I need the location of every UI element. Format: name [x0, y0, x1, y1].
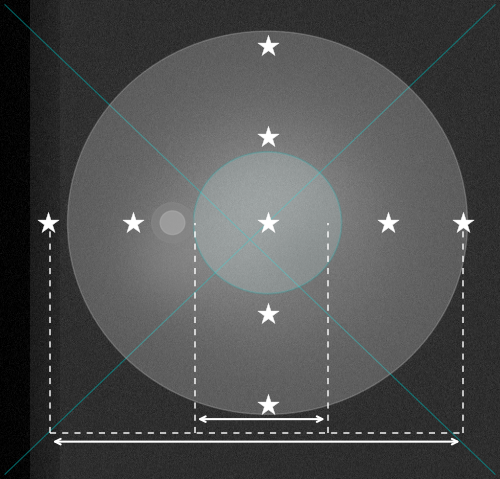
Circle shape — [194, 152, 342, 294]
Circle shape — [152, 203, 194, 243]
Point — [264, 133, 272, 140]
Point — [264, 401, 272, 409]
Point — [458, 219, 466, 227]
Point — [44, 219, 52, 227]
Point — [128, 219, 136, 227]
Circle shape — [160, 211, 185, 235]
Point — [264, 310, 272, 318]
Point — [384, 219, 392, 227]
Point — [264, 219, 272, 227]
Circle shape — [68, 31, 468, 414]
Point — [264, 42, 272, 49]
